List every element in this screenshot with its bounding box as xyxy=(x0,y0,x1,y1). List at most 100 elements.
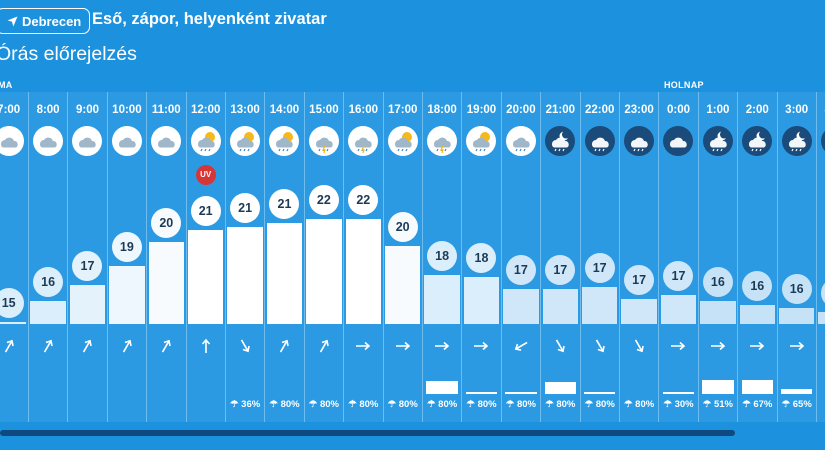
hourly-forecast-grid[interactable]: 7:00 15 8:00 16 9:00 17 10:00 19 11:00 20 12:00 UV 2… xyxy=(0,92,825,422)
hour-column[interactable]: 3:00 16 ☂ 65% xyxy=(777,92,816,422)
umbrella-icon: ☂ xyxy=(663,399,675,410)
hour-label: 0:00 xyxy=(666,104,690,116)
hour-column[interactable]: 14:00 21 ☂ 80% xyxy=(265,92,304,422)
hour-column[interactable]: 22:00 17 ☂ 80% xyxy=(580,92,619,422)
column-divider xyxy=(737,92,739,422)
location-button[interactable]: Debrecen xyxy=(0,8,91,34)
north-east-arrow-icon xyxy=(38,336,58,356)
hour-label: 17:00 xyxy=(387,104,418,116)
temperature-bar xyxy=(621,298,657,324)
temperature-bar xyxy=(582,286,618,324)
temperature-value: 21 xyxy=(230,192,261,223)
cloud-night-icon xyxy=(663,126,694,156)
north-east-arrow-icon xyxy=(77,336,97,356)
hour-column[interactable]: 11:00 20 xyxy=(147,92,186,422)
temperature-value: 16 xyxy=(781,274,812,305)
hour-column[interactable]: 16:00 22 ☂ 80% xyxy=(344,92,383,422)
temperature-value: 21 xyxy=(190,196,221,227)
temperature-bar xyxy=(660,294,697,324)
precipitation-chance-value: 80% xyxy=(516,399,536,410)
precipitation-chance-value: 51% xyxy=(713,399,733,410)
moon-rain-icon xyxy=(702,126,733,156)
temperature-value: 17 xyxy=(624,264,655,295)
precipitation-chance: ☂ 30% xyxy=(659,399,698,410)
temperature-value: 17 xyxy=(72,251,103,281)
temperature-value: 15 xyxy=(0,288,24,318)
precipitation-chance: ☂ 80% xyxy=(580,399,619,410)
hour-column[interactable]: 0:00 17 ☂ 30% xyxy=(659,92,698,422)
hour-column[interactable]: 4:00 16 xyxy=(816,92,825,422)
hour-label: 11:00 xyxy=(151,104,181,116)
cloud-icon xyxy=(72,126,103,156)
temperature-value: 20 xyxy=(151,208,182,239)
temperature-value: 22 xyxy=(348,184,379,215)
moon-rain-icon xyxy=(742,126,773,156)
hour-column[interactable]: 19:00 18 ☂ 80% xyxy=(462,92,501,422)
umbrella-icon: ☂ xyxy=(781,399,793,410)
precipitation-chance-value: 30% xyxy=(674,399,694,410)
temperature-bar xyxy=(30,300,66,324)
cloud-rain-night-icon xyxy=(584,126,615,156)
hour-column[interactable]: 13:00 21 ☂ 36% xyxy=(225,92,264,422)
hour-label: 19:00 xyxy=(466,104,497,116)
temperature-value: 18 xyxy=(466,243,497,274)
east-arrow-icon xyxy=(668,336,688,356)
column-divider xyxy=(421,92,423,422)
hour-column[interactable]: 7:00 15 xyxy=(0,92,28,422)
temperature-value: 20 xyxy=(387,212,418,242)
precipitation-chance: ☂ 80% xyxy=(501,399,540,410)
bottom-area xyxy=(0,422,825,450)
precipitation-chance: ☂ 80% xyxy=(304,399,343,410)
cloud-sun-rain-icon xyxy=(190,126,221,156)
cloud-icon xyxy=(0,126,24,156)
hour-label: 14:00 xyxy=(269,104,300,116)
east-arrow-icon xyxy=(787,336,807,356)
header: Debrecen Eső, zápor, helyenként zivatar xyxy=(0,0,825,42)
north-arrow-icon xyxy=(196,336,216,356)
hour-column[interactable]: 8:00 16 xyxy=(28,92,67,422)
temperature-value: 18 xyxy=(427,241,458,272)
column-divider xyxy=(67,92,69,422)
hour-column[interactable]: 17:00 20 ☂ 80% xyxy=(383,92,422,422)
column-divider xyxy=(264,92,266,422)
umbrella-icon: ☂ xyxy=(348,399,360,410)
column-divider xyxy=(540,92,542,422)
east-arrow-icon xyxy=(708,336,728,356)
hour-column[interactable]: 9:00 17 xyxy=(68,92,107,422)
column-divider xyxy=(303,92,305,422)
hour-column[interactable]: 20:00 17 ☂ 80% xyxy=(501,92,540,422)
hour-label: 18:00 xyxy=(427,104,457,116)
umbrella-icon: ☂ xyxy=(387,399,399,410)
hour-column[interactable]: 2:00 16 ☂ 67% xyxy=(738,92,777,422)
precipitation-chance-value: 80% xyxy=(595,399,615,410)
hour-column[interactable]: 1:00 16 ☂ 51% xyxy=(698,92,737,422)
precipitation-chance: ☂ 80% xyxy=(344,399,383,410)
temperature-value: 17 xyxy=(545,254,576,285)
umbrella-icon: ☂ xyxy=(584,399,596,410)
hour-column[interactable]: 18:00 18 ☂ 80% xyxy=(422,92,461,422)
hour-column[interactable]: 10:00 19 xyxy=(107,92,146,422)
precipitation-chance-value: 65% xyxy=(792,399,812,410)
temperature-value: 22 xyxy=(308,184,339,215)
hour-column[interactable]: 12:00 UV 21 xyxy=(186,92,225,422)
cloud-icon xyxy=(33,126,64,156)
moon-rain-icon xyxy=(545,126,576,156)
south-west-arrow-icon xyxy=(511,336,531,356)
cloud-rain-icon xyxy=(505,126,536,156)
precipitation-bar xyxy=(544,382,576,394)
hour-label: 20:00 xyxy=(506,104,536,116)
north-east-arrow-icon xyxy=(117,336,137,356)
hour-column[interactable]: 15:00 22 ☂ 80% xyxy=(304,92,343,422)
precipitation-bar xyxy=(741,379,773,394)
column-divider xyxy=(815,92,817,422)
sun-rain-icon xyxy=(269,126,300,156)
hour-column[interactable]: 23:00 17 ☂ 80% xyxy=(619,92,658,422)
hour-label: 3:00 xyxy=(785,104,809,116)
temperature-bar xyxy=(266,222,303,324)
column-divider xyxy=(343,92,345,422)
column-divider xyxy=(697,92,699,422)
column-divider xyxy=(658,92,660,422)
hour-column[interactable]: 21:00 17 ☂ 80% xyxy=(541,92,580,422)
horizontal-scrollbar[interactable] xyxy=(0,430,735,436)
uv-badge[interactable]: UV xyxy=(195,165,216,185)
